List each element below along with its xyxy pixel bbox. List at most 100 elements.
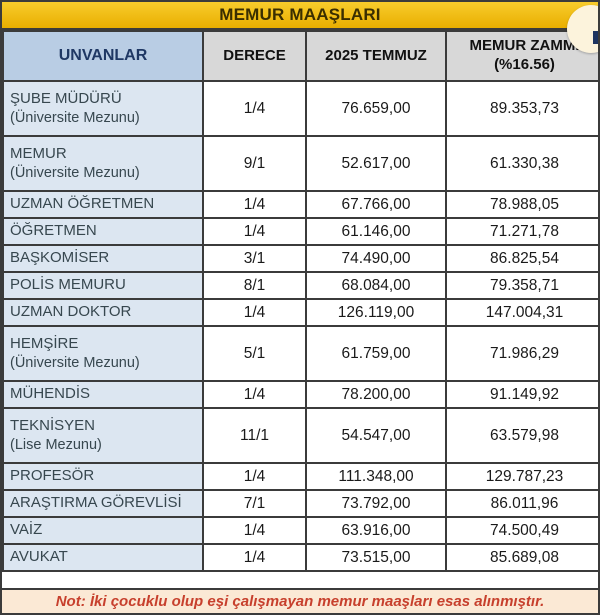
- header-row: UNVANLAR DERECE 2025 TEMMUZ MEMUR ZAMMI(…: [2, 30, 598, 82]
- derece-cell: 1/4: [202, 80, 307, 137]
- table-row: AVUKAT 1/4 73.515,00 85.689,08: [2, 543, 598, 572]
- derece-cell: 1/4: [202, 298, 307, 327]
- unvan-cell: UZMAN ÖĞRETMEN: [2, 190, 204, 219]
- unvan-title: AVUKAT: [10, 548, 68, 566]
- zam-cell: 74.500,49: [445, 516, 598, 545]
- unvan-title: UZMAN ÖĞRETMEN: [10, 195, 155, 213]
- unvan-subtitle: (Üniversite Mezunu): [10, 109, 140, 126]
- temmuz-cell: 126.119,00: [305, 298, 447, 327]
- temmuz-cell: 52.617,00: [305, 135, 447, 192]
- unvan-cell: AVUKAT: [2, 543, 204, 572]
- unvan-title: HEMŞİRE: [10, 334, 79, 352]
- unvan-cell: VAİZ: [2, 516, 204, 545]
- zam-cell: 129.787,23: [445, 462, 598, 491]
- derece-cell: 1/4: [202, 543, 307, 572]
- unvan-cell: TEKNİSYEN (Lise Mezunu): [2, 407, 204, 464]
- page-title: MEMUR MAAŞLARI: [2, 2, 598, 30]
- unvan-cell: HEMŞİRE (Üniversite Mezunu): [2, 325, 204, 382]
- unvan-title: POLİS MEMURU: [10, 276, 126, 294]
- table-row: UZMAN DOKTOR 1/4 126.119,00 147.004,31: [2, 298, 598, 327]
- derece-cell: 5/1: [202, 325, 307, 382]
- unvan-cell: UZMAN DOKTOR: [2, 298, 204, 327]
- column-header-unvanlar: UNVANLAR: [2, 30, 204, 82]
- temmuz-cell: 73.792,00: [305, 489, 447, 518]
- derece-cell: 3/1: [202, 244, 307, 273]
- temmuz-cell: 67.766,00: [305, 190, 447, 219]
- temmuz-cell: 76.659,00: [305, 80, 447, 137]
- derece-cell: 1/4: [202, 380, 307, 409]
- unvan-title: BAŞKOMİSER: [10, 249, 110, 267]
- derece-cell: 1/4: [202, 190, 307, 219]
- zam-cell: 71.271,78: [445, 217, 598, 246]
- table-row: ŞUBE MÜDÜRÜ (Üniversite Mezunu) 1/4 76.659,…: [2, 80, 598, 137]
- unvan-title: TEKNİSYEN: [10, 416, 96, 434]
- temmuz-cell: 73.515,00: [305, 543, 447, 572]
- table-row: VAİZ 1/4 63.916,00 74.500,49: [2, 516, 598, 545]
- unvan-cell: ARAŞTIRMA GÖREVLİSİ: [2, 489, 204, 518]
- derece-cell: 1/4: [202, 217, 307, 246]
- salary-table-header: UNVANLAR DERECE 2025 TEMMUZ MEMUR ZAMMI(…: [2, 30, 598, 82]
- zam-cell: 147.004,31: [445, 298, 598, 327]
- temmuz-cell: 61.759,00: [305, 325, 447, 382]
- zam-cell: 86.825,54: [445, 244, 598, 273]
- temmuz-cell: 74.490,00: [305, 244, 447, 273]
- temmuz-cell: 68.084,00: [305, 271, 447, 300]
- unvan-cell: POLİS MEMURU: [2, 271, 204, 300]
- zam-cell: 89.353,73: [445, 80, 598, 137]
- temmuz-cell: 78.200,00: [305, 380, 447, 409]
- unvan-title: PROFESÖR: [10, 467, 95, 485]
- table-row: UZMAN ÖĞRETMEN 1/4 67.766,00 78.988,05: [2, 190, 598, 219]
- zam-cell: 78.988,05: [445, 190, 598, 219]
- temmuz-cell: 54.547,00: [305, 407, 447, 464]
- table-row: BAŞKOMİSER 3/1 74.490,00 86.825,54: [2, 244, 598, 273]
- unvan-cell: MEMUR (Üniversite Mezunu): [2, 135, 204, 192]
- table-row: TEKNİSYEN (Lise Mezunu) 11/1 54.547,00 63.57…: [2, 407, 598, 464]
- derece-cell: 1/4: [202, 516, 307, 545]
- zam-cell: 79.358,71: [445, 271, 598, 300]
- unvan-cell: ŞUBE MÜDÜRÜ (Üniversite Mezunu): [2, 80, 204, 137]
- zam-cell: 85.689,08: [445, 543, 598, 572]
- zam-cell: 86.011,96: [445, 489, 598, 518]
- derece-cell: 11/1: [202, 407, 307, 464]
- zam-cell: 61.330,38: [445, 135, 598, 192]
- unvan-title: MÜHENDİS: [10, 385, 91, 403]
- derece-cell: 1/4: [202, 462, 307, 491]
- unvan-subtitle: (Üniversite Mezunu): [10, 164, 140, 181]
- derece-cell: 9/1: [202, 135, 307, 192]
- unvan-title: ŞUBE MÜDÜRÜ: [10, 89, 122, 107]
- table-row: ÖĞRETMEN 1/4 61.146,00 71.271,78: [2, 217, 598, 246]
- unvan-title: ÖĞRETMEN: [10, 222, 97, 240]
- unvan-cell: MÜHENDİS: [2, 380, 204, 409]
- table-row: ARAŞTIRMA GÖREVLİSİ 7/1 73.792,00 86.011,96: [2, 489, 598, 518]
- unvan-cell: BAŞKOMİSER: [2, 244, 204, 273]
- temmuz-cell: 111.348,00: [305, 462, 447, 491]
- unvan-title: MEMUR: [10, 144, 67, 162]
- column-header-derece: DERECE: [202, 30, 307, 82]
- zam-cell: 91.149,92: [445, 380, 598, 409]
- salary-table: UNVANLAR DERECE 2025 TEMMUZ MEMUR ZAMMI (…: [2, 30, 598, 572]
- table-row: MÜHENDİS 1/4 78.200,00 91.149,92: [2, 380, 598, 409]
- zam-cell: 63.579,98: [445, 407, 598, 464]
- unvan-subtitle: (Lise Mezunu): [10, 436, 102, 453]
- table-row: HEMŞİRE (Üniversite Mezunu) 5/1 61.759,00 71…: [2, 325, 598, 382]
- table-row: PROFESÖR 1/4 111.348,00 129.787,23: [2, 462, 598, 491]
- temmuz-cell: 61.146,00: [305, 217, 447, 246]
- table-row: MEMUR (Üniversite Mezunu) 9/1 52.617,00 61.3…: [2, 135, 598, 192]
- derece-cell: 8/1: [202, 271, 307, 300]
- footnote: Not: İki çocuklu olup eşi çalışmayan mem…: [2, 588, 598, 613]
- derece-cell: 7/1: [202, 489, 307, 518]
- unvan-title: VAİZ: [10, 521, 43, 539]
- unvan-cell: PROFESÖR: [2, 462, 204, 491]
- zam-header-line1: MEMUR ZAMMI: [469, 37, 580, 55]
- corner-watermark-mark: [593, 31, 598, 44]
- column-header-temmuz: 2025 TEMMUZ: [305, 30, 447, 82]
- unvan-title: ARAŞTIRMA GÖREVLİSİ: [10, 494, 182, 512]
- unvan-cell: ÖĞRETMEN: [2, 217, 204, 246]
- zam-cell: 71.986,29: [445, 325, 598, 382]
- temmuz-cell: 63.916,00: [305, 516, 447, 545]
- unvan-subtitle: (Üniversite Mezunu): [10, 354, 140, 371]
- salary-table-body: ŞUBE MÜDÜRÜ (Üniversite Mezunu) 1/4 76.659,…: [2, 80, 598, 572]
- corner-watermark-circle: [567, 5, 598, 53]
- unvan-title: UZMAN DOKTOR: [10, 303, 132, 321]
